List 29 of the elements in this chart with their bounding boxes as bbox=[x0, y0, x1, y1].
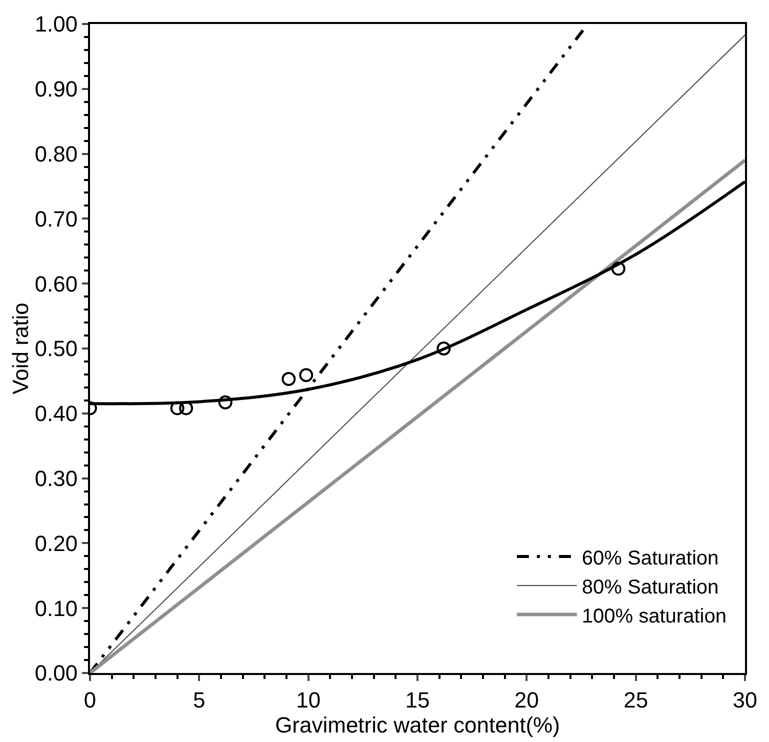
y-tick-label: 0.90 bbox=[34, 76, 78, 102]
x-tick-label: 15 bbox=[405, 687, 430, 712]
y-tick-label: 0.70 bbox=[34, 206, 78, 232]
x-axis-title: Gravimetric water content(%) bbox=[275, 712, 560, 738]
y-tick-label: 0.80 bbox=[34, 142, 78, 166]
point bbox=[436, 342, 451, 356]
x-tick-label: 30 bbox=[732, 687, 758, 712]
point bbox=[611, 262, 626, 276]
y-tick-label: 0.30 bbox=[34, 466, 78, 491]
x-tick-label: 20 bbox=[514, 687, 539, 712]
point bbox=[299, 368, 314, 382]
y-tick-label: 0.00 bbox=[34, 660, 78, 686]
y-tick-label: 0.60 bbox=[34, 271, 78, 296]
y-tick-label: 0.20 bbox=[34, 530, 78, 556]
y-tick-label: 0.40 bbox=[34, 401, 78, 426]
x-tick-label: 5 bbox=[193, 687, 206, 712]
y-tick-label: 0.50 bbox=[34, 336, 78, 362]
legend-label: 80% Saturation bbox=[582, 576, 719, 598]
x-tick-label: 10 bbox=[296, 687, 321, 712]
legend-label: 100% saturation bbox=[582, 605, 726, 628]
point bbox=[170, 401, 184, 416]
point bbox=[282, 372, 296, 386]
x-tick-label: 0 bbox=[84, 687, 96, 712]
point bbox=[218, 395, 232, 410]
y-axis-title: Void ratio bbox=[8, 302, 34, 394]
x-tick-label: 25 bbox=[624, 687, 648, 712]
y-tick-label: 1.00 bbox=[34, 12, 78, 37]
y-tick-label: 0.10 bbox=[34, 596, 78, 621]
legend-label: 60% Saturation bbox=[582, 547, 719, 570]
